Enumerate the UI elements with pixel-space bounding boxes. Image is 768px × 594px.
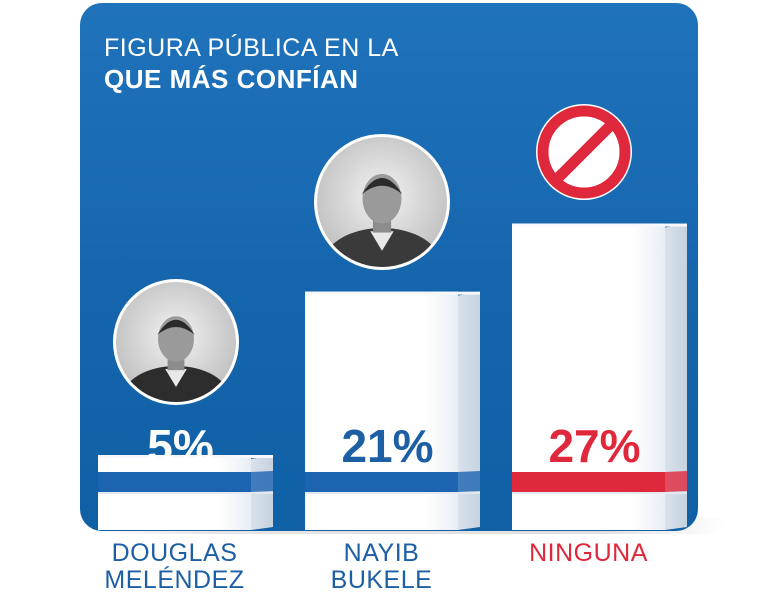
category-label-1: DOUGLAS MELÉNDEZ bbox=[73, 540, 276, 594]
bar-1: 5% bbox=[98, 420, 273, 530]
chart-title-line-2: QUE MÁS CONFÍAN bbox=[104, 64, 359, 94]
bar-band-side bbox=[251, 471, 273, 492]
category-label-line: BUKELE bbox=[330, 566, 433, 594]
bar-seam bbox=[98, 492, 273, 494]
category-label-line: MELÉNDEZ bbox=[104, 566, 245, 594]
bar-band bbox=[98, 472, 251, 492]
bar-3: 27% bbox=[512, 223, 687, 531]
no-symbol-icon bbox=[536, 104, 632, 200]
bar-side bbox=[458, 291, 480, 530]
category-label-2: NAYIB BUKELE bbox=[280, 540, 483, 594]
portrait-nayib-bukele bbox=[314, 134, 450, 270]
category-label-3: NINGUNA bbox=[487, 540, 690, 567]
bar-2: 21% bbox=[305, 291, 480, 530]
bar-top-edge bbox=[512, 223, 687, 227]
bar-band bbox=[305, 472, 458, 492]
value-label-2: 21% bbox=[341, 420, 433, 472]
value-label-3: 27% bbox=[548, 420, 640, 472]
bar-seam bbox=[512, 492, 687, 494]
bars-layer: 5% 21% 27% bbox=[98, 223, 687, 531]
bar-side bbox=[665, 223, 687, 531]
portrait-douglas-melendez bbox=[113, 279, 239, 405]
chart-title-line-1: FIGURA PÚBLICA EN LA bbox=[104, 34, 399, 62]
value-label-1: 5% bbox=[147, 420, 213, 472]
bar-face bbox=[305, 291, 458, 530]
bar-band-side bbox=[665, 471, 687, 492]
bar-band bbox=[512, 472, 665, 492]
bar-top-edge bbox=[305, 291, 480, 295]
bar-seam bbox=[305, 492, 480, 494]
category-label-line: DOUGLAS bbox=[111, 539, 238, 567]
bar-band-side bbox=[458, 471, 480, 492]
category-label-line: NAYIB bbox=[343, 539, 420, 567]
bar-top-edge bbox=[98, 455, 273, 458]
category-label-line: NINGUNA bbox=[529, 539, 648, 567]
decoration-layer bbox=[113, 104, 632, 405]
